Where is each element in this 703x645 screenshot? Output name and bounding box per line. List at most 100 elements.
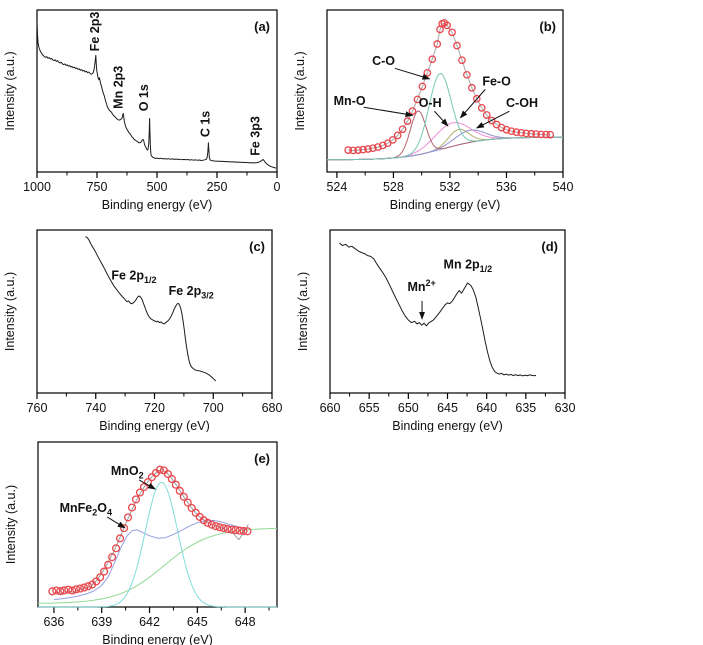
x-tick-label: 0 bbox=[274, 180, 281, 194]
x-tick-label: 250 bbox=[207, 180, 228, 194]
series-fe-2p-scan bbox=[85, 236, 217, 382]
data-point-marker bbox=[398, 125, 407, 134]
annotation-arrow bbox=[459, 89, 486, 119]
data-point-marker bbox=[482, 111, 491, 119]
data-point-marker bbox=[349, 146, 357, 155]
data-point-marker bbox=[227, 525, 236, 534]
data-point-marker bbox=[108, 553, 117, 562]
data-point-marker bbox=[135, 488, 145, 497]
x-tick-label: 528 bbox=[383, 180, 404, 194]
panel-letter: (d) bbox=[541, 239, 558, 254]
x-tick-label: 645 bbox=[187, 615, 208, 629]
data-point-marker bbox=[179, 492, 188, 501]
data-point-marker bbox=[453, 41, 461, 50]
y-axis-label: Intensity (a.u.) bbox=[296, 272, 310, 351]
data-point-marker bbox=[359, 145, 367, 154]
series-c-o bbox=[327, 73, 563, 161]
annotation-label: MnFe2O4 bbox=[60, 501, 112, 518]
y-axis-label: Intensity (a.u.) bbox=[3, 51, 17, 130]
data-point-marker bbox=[219, 524, 228, 533]
data-point-marker bbox=[413, 95, 422, 104]
x-tick-label: 524 bbox=[326, 180, 347, 194]
annotation-arrow bbox=[363, 106, 414, 118]
y-axis-label: Intensity (a.u.) bbox=[293, 51, 307, 130]
panel-letter: (c) bbox=[249, 239, 265, 254]
data-point-marker bbox=[231, 526, 240, 535]
data-point-marker bbox=[199, 516, 208, 525]
panel-letter: (e) bbox=[254, 451, 270, 466]
data-point-marker bbox=[517, 128, 526, 137]
data-point-marker bbox=[207, 520, 216, 529]
y-axis-label: Intensity (a.u.) bbox=[4, 485, 18, 564]
plot-frame bbox=[36, 229, 273, 394]
data-point-marker bbox=[163, 469, 172, 479]
data-point-marker bbox=[527, 129, 536, 138]
series-mn-2p3-2-data bbox=[48, 465, 252, 596]
annotation-label: Mn 2p1/2 bbox=[444, 257, 493, 274]
data-point-marker bbox=[433, 40, 442, 48]
data-point-marker bbox=[112, 544, 121, 553]
series-mno2 bbox=[38, 482, 277, 608]
series-survey-scan bbox=[36, 21, 277, 169]
data-point-marker bbox=[369, 144, 377, 153]
x-axis-label: Binding energy (eV) bbox=[390, 198, 500, 212]
data-point-marker bbox=[428, 55, 437, 64]
series-background bbox=[38, 527, 277, 604]
x-axis-label: Binding energy (eV) bbox=[102, 633, 212, 645]
data-point-marker bbox=[477, 103, 486, 112]
data-point-marker bbox=[167, 474, 176, 484]
data-point-marker bbox=[235, 526, 244, 535]
data-point-marker bbox=[127, 503, 137, 512]
series-mnfe2o4 bbox=[53, 519, 247, 601]
annotation-label: Fe 2p1/2 bbox=[111, 269, 156, 286]
x-tick-label: 740 bbox=[85, 401, 106, 415]
series-o-1s-data bbox=[344, 19, 555, 155]
x-tick-label: 655 bbox=[359, 401, 380, 415]
data-point-marker bbox=[104, 560, 113, 569]
annotation-label: Fe-O bbox=[482, 74, 511, 88]
data-point-marker bbox=[223, 524, 232, 534]
data-point-marker bbox=[72, 585, 81, 594]
x-tick-label: 650 bbox=[398, 401, 419, 415]
data-point-marker bbox=[175, 486, 184, 495]
panel-d-chart: 660 655 650 645 640 635 630 Binding energy (eV)… bbox=[296, 229, 575, 432]
data-point-marker bbox=[532, 130, 540, 138]
data-point-marker bbox=[80, 583, 89, 592]
annotation-label: C 1s bbox=[199, 111, 213, 137]
panel-letter: (a) bbox=[254, 19, 270, 34]
annotation-label: Fe 2p3/2 bbox=[169, 284, 214, 301]
data-point-marker bbox=[183, 498, 192, 507]
data-point-marker bbox=[56, 587, 65, 596]
x-tick-label: 540 bbox=[553, 180, 574, 194]
data-point-marker bbox=[418, 82, 427, 91]
panel-e-chart: 636 639 642 645 648 Binding energy (eV) Intens… bbox=[4, 441, 278, 645]
x-tick-label: 642 bbox=[139, 615, 160, 629]
x-tick-label: 648 bbox=[235, 615, 256, 629]
series-mn-2p-scan bbox=[339, 242, 537, 377]
x-tick-label: 500 bbox=[147, 180, 168, 194]
annotation-label: C-OH bbox=[506, 96, 538, 110]
panel-b-chart: 524 528 532 536 540 Binding energy (eV) Intens… bbox=[293, 9, 574, 212]
annotation-arrow bbox=[107, 516, 126, 529]
annotation-arrow bbox=[475, 110, 510, 129]
data-point-marker bbox=[403, 117, 412, 125]
plot-frame bbox=[326, 9, 564, 173]
x-tick-label: 660 bbox=[320, 401, 341, 415]
annotation-label: Mn 2p3 bbox=[112, 66, 126, 109]
data-point-marker bbox=[443, 21, 451, 30]
x-tick-label: 536 bbox=[496, 180, 517, 194]
data-point-marker bbox=[472, 94, 481, 103]
data-point-marker bbox=[468, 83, 476, 92]
x-tick-label: 636 bbox=[44, 615, 65, 629]
data-point-marker bbox=[60, 586, 69, 595]
annotation-arrow bbox=[138, 479, 156, 490]
data-point-marker bbox=[52, 586, 61, 595]
data-point-marker bbox=[123, 513, 133, 522]
x-tick-label: 532 bbox=[440, 180, 461, 194]
x-tick-label: 635 bbox=[515, 401, 536, 415]
data-point-marker bbox=[84, 582, 93, 591]
annotation-label: MnO2 bbox=[111, 464, 144, 481]
data-point-marker bbox=[211, 522, 220, 531]
annotation-label: C-O bbox=[372, 54, 395, 68]
y-axis-label: Intensity (a.u.) bbox=[3, 272, 17, 351]
